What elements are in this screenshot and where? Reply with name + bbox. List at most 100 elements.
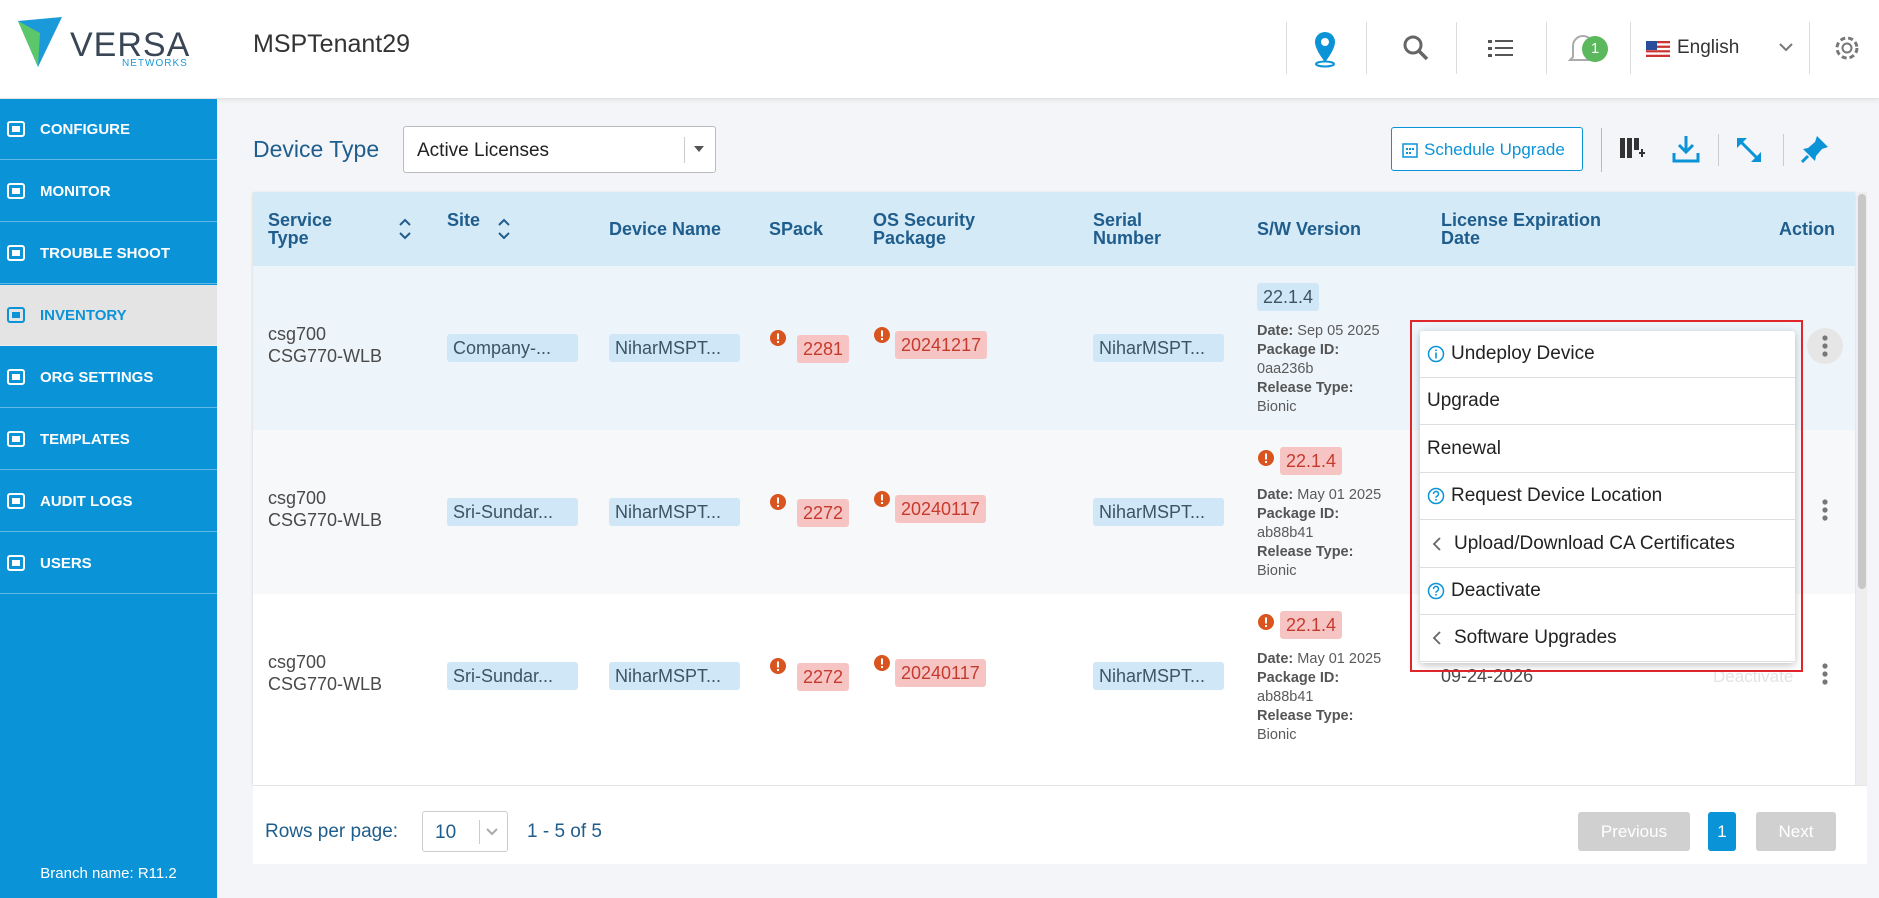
next-button[interactable]: Next [1756,812,1836,851]
detail-value: May 01 2025 [1297,487,1382,503]
button-label[interactable]: Schedule Upgrade [1424,140,1565,159]
menu-label[interactable]: Upload/Download CA Certificates [1454,532,1735,554]
service-type-line: csg700 [268,652,327,672]
inventory-table: Service Type Site Device Name SPack OS Secur… [253,192,1855,785]
logo-text: VERSA [70,26,191,64]
menu-item[interactable]: Upgrade [1420,378,1795,426]
detail-label: Date: [1257,651,1294,667]
menu-item[interactable]: Undeploy Device [1420,331,1795,378]
nav-label[interactable]: TROUBLE SHOOT [40,244,170,262]
nav-item[interactable]: AUDIT LOGS [0,471,217,532]
download-icon[interactable] [1671,134,1701,164]
detail-label: Release Type: [1257,380,1354,396]
warning-icon [874,655,890,671]
sort-icon[interactable] [398,216,412,242]
device-type-label: Device Type [253,136,380,162]
nav-icon [6,491,26,511]
warning-icon [770,330,786,346]
menu-label[interactable]: Renewal [1427,437,1501,459]
schedule-upgrade-button[interactable]: Schedule Upgrade [1391,127,1583,171]
warning-icon [874,327,890,343]
kebab-button[interactable] [1807,492,1843,528]
nav-item[interactable]: USERS [0,533,217,594]
sw-detail: Release Type: [1257,707,1353,726]
sw-detail: Package ID: [1257,341,1339,360]
rows-per-page-value[interactable]: 10 [435,822,457,843]
nav-item[interactable]: TEMPLATES [0,409,217,470]
expand-icon[interactable] [1737,138,1761,162]
nav-icon [6,305,26,325]
detail-value: 0aa236b [1257,361,1314,377]
menu-icon[interactable] [1430,629,1452,647]
table-header: Service Type Site Device Name SPack OS Secur… [253,192,1855,267]
location-icon[interactable] [1311,30,1339,68]
detail-label: Package ID: [1257,670,1340,686]
branch-name: Branch name: R11.2 [40,865,177,882]
menu-icon[interactable] [1427,345,1449,363]
os-package: 20240117 [895,659,986,687]
action-menu: Undeploy Device Upgrade Renewal Request Dev… [1420,331,1795,663]
search-icon[interactable] [1402,34,1430,62]
detail-value: ab88b41 [1257,689,1314,705]
menu-label[interactable]: Deactivate [1451,580,1541,601]
menu-icon[interactable] [1427,582,1449,600]
detail-label: Date: [1257,487,1294,503]
rows-per-page-label: Rows per page: [265,821,399,842]
rows-per-page-select[interactable]: 10 [422,811,508,852]
menu-icon[interactable] [1430,535,1452,553]
nav-label[interactable]: INVENTORY [40,306,127,324]
language[interactable]: English [1677,37,1740,58]
nav-icon [6,367,26,387]
spack: 2272 [797,499,850,527]
menu-icon[interactable] [1427,487,1449,505]
notification-badge[interactable]: 1 [1582,36,1608,62]
detail-label: Package ID: [1257,506,1340,522]
device-name: NiharMSPT... [609,334,740,362]
selected-value[interactable]: Active Licenses [417,140,550,161]
pin-icon[interactable] [1800,134,1830,164]
settings-icon[interactable] [1832,33,1862,63]
os-package: 20241217 [895,331,988,359]
nav-label[interactable]: TEMPLATES [40,430,130,448]
nav-label[interactable]: USERS [40,554,92,572]
sort-icon[interactable] [497,216,511,242]
nav-icon [6,243,26,263]
nav-label[interactable]: AUDIT LOGS [40,492,133,510]
device-type-select[interactable]: Active Licenses [403,126,716,173]
previous-button[interactable]: Previous [1578,812,1690,851]
nav-item[interactable]: CONFIGURE [0,99,217,160]
nav-item[interactable]: MONITOR [0,161,217,222]
kebab-button[interactable] [1807,328,1843,364]
menu-item[interactable]: Renewal [1420,426,1795,473]
menu-item[interactable]: Deactivate [1420,568,1795,615]
menu-label[interactable]: Undeploy Device [1451,343,1595,364]
page-button[interactable]: 1 [1708,812,1736,851]
column-header[interactable]: Site [447,210,481,230]
column-header[interactable]: Service Type [268,210,333,248]
nav-item[interactable]: TROUBLE SHOOT [0,223,217,284]
service-type-line: csg700 [268,324,327,344]
menu-label[interactable]: Request Device Location [1451,485,1663,507]
scrollbar[interactable] [1857,192,1867,785]
kebab-button[interactable] [1807,656,1843,692]
nav-icon [6,119,26,139]
nav-label[interactable]: ORG SETTINGS [40,368,154,386]
list-icon[interactable] [1488,38,1514,60]
nav-label[interactable]: MONITOR [40,182,111,200]
menu-label[interactable]: Software Upgrades [1454,627,1617,649]
nav-item[interactable]: INVENTORY [0,285,217,346]
warning-icon [1258,450,1274,466]
columns-icon[interactable] [1620,136,1646,162]
menu-item[interactable]: Software Upgrades [1420,615,1795,663]
detail-value: Sep 05 2025 [1297,323,1380,339]
sw-version: 22.1.4 [1257,283,1320,311]
table-row [253,758,1855,785]
nav-label[interactable]: CONFIGURE [40,120,130,138]
language-chevron[interactable] [1778,41,1794,53]
menu-label[interactable]: Upgrade [1427,390,1500,412]
spack: 2272 [797,663,850,691]
menu-item[interactable]: Upload/Download CA Certificates [1420,521,1795,568]
menu-item[interactable]: Request Device Location [1420,473,1795,521]
nav-item[interactable]: ORG SETTINGS [0,347,217,408]
serial-number: NiharMSPT... [1093,662,1224,690]
